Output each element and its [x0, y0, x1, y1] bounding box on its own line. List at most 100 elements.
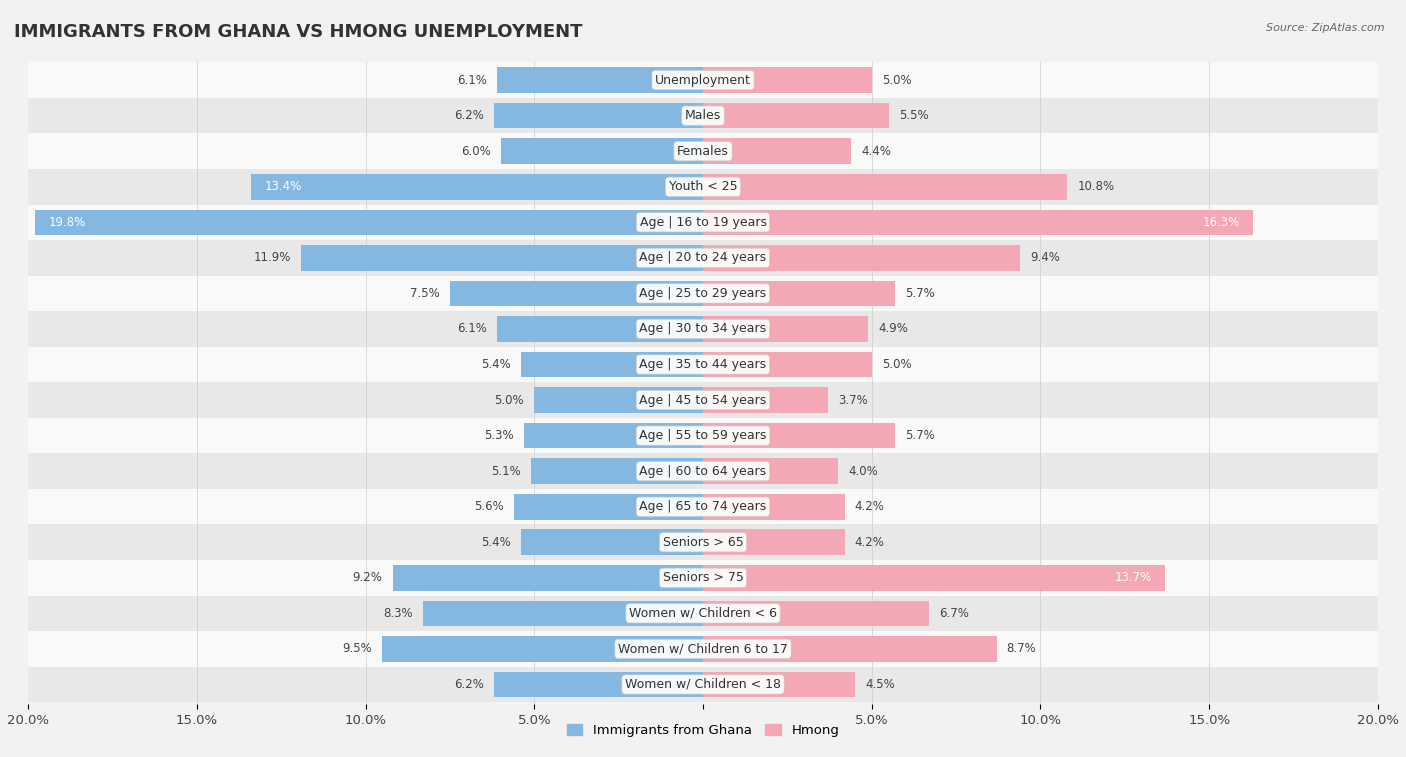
Text: 9.5%: 9.5% [343, 643, 373, 656]
Text: 11.9%: 11.9% [254, 251, 291, 264]
Bar [703, 352, 872, 377]
Text: Seniors > 75: Seniors > 75 [662, 572, 744, 584]
Text: 4.0%: 4.0% [848, 465, 877, 478]
Bar [703, 671, 855, 697]
Bar [494, 103, 703, 129]
Text: 16.3%: 16.3% [1202, 216, 1240, 229]
Text: Women w/ Children < 6: Women w/ Children < 6 [628, 607, 778, 620]
Text: 4.5%: 4.5% [865, 678, 894, 691]
Bar [498, 316, 703, 341]
Text: Age | 20 to 24 years: Age | 20 to 24 years [640, 251, 766, 264]
Bar [28, 240, 1378, 276]
Bar [28, 311, 1378, 347]
Text: 5.0%: 5.0% [882, 73, 911, 86]
Text: 6.1%: 6.1% [457, 73, 486, 86]
Text: Age | 65 to 74 years: Age | 65 to 74 years [640, 500, 766, 513]
Bar [703, 174, 1067, 200]
Bar [703, 245, 1021, 271]
Bar [301, 245, 703, 271]
Bar [534, 388, 703, 413]
Text: 5.5%: 5.5% [898, 109, 928, 122]
Text: 5.1%: 5.1% [491, 465, 520, 478]
Bar [703, 210, 1253, 235]
Text: 13.4%: 13.4% [264, 180, 301, 193]
Legend: Immigrants from Ghana, Hmong: Immigrants from Ghana, Hmong [561, 719, 845, 743]
Bar [703, 67, 872, 93]
Text: Age | 60 to 64 years: Age | 60 to 64 years [640, 465, 766, 478]
Bar [703, 600, 929, 626]
Bar [382, 636, 703, 662]
Bar [703, 139, 852, 164]
Text: 4.9%: 4.9% [879, 322, 908, 335]
Bar [703, 388, 828, 413]
Bar [498, 67, 703, 93]
Text: 19.8%: 19.8% [48, 216, 86, 229]
Bar [703, 636, 997, 662]
Bar [28, 560, 1378, 596]
Text: 5.4%: 5.4% [481, 358, 510, 371]
Text: 13.7%: 13.7% [1115, 572, 1152, 584]
Bar [28, 667, 1378, 702]
Text: Seniors > 65: Seniors > 65 [662, 536, 744, 549]
Bar [28, 525, 1378, 560]
Text: 4.2%: 4.2% [855, 500, 884, 513]
Text: 8.7%: 8.7% [1007, 643, 1036, 656]
Text: 5.6%: 5.6% [474, 500, 503, 513]
Bar [28, 453, 1378, 489]
Bar [450, 281, 703, 307]
Bar [515, 494, 703, 519]
Text: 4.4%: 4.4% [862, 145, 891, 157]
Bar [423, 600, 703, 626]
Bar [703, 281, 896, 307]
Text: Age | 30 to 34 years: Age | 30 to 34 years [640, 322, 766, 335]
Text: 7.5%: 7.5% [411, 287, 440, 300]
Bar [28, 204, 1378, 240]
Text: 6.2%: 6.2% [454, 109, 484, 122]
Text: Females: Females [678, 145, 728, 157]
Text: 5.7%: 5.7% [905, 287, 935, 300]
Text: 5.7%: 5.7% [905, 429, 935, 442]
Bar [28, 62, 1378, 98]
Bar [494, 671, 703, 697]
Bar [501, 139, 703, 164]
Bar [28, 631, 1378, 667]
Bar [524, 423, 703, 448]
Bar [392, 565, 703, 590]
Text: 3.7%: 3.7% [838, 394, 868, 407]
Text: 6.1%: 6.1% [457, 322, 486, 335]
Text: 10.8%: 10.8% [1077, 180, 1115, 193]
Text: Age | 45 to 54 years: Age | 45 to 54 years [640, 394, 766, 407]
Bar [28, 382, 1378, 418]
Text: IMMIGRANTS FROM GHANA VS HMONG UNEMPLOYMENT: IMMIGRANTS FROM GHANA VS HMONG UNEMPLOYM… [14, 23, 582, 41]
Text: Source: ZipAtlas.com: Source: ZipAtlas.com [1267, 23, 1385, 33]
Bar [28, 347, 1378, 382]
Bar [531, 458, 703, 484]
Bar [703, 423, 896, 448]
Text: 5.0%: 5.0% [495, 394, 524, 407]
Text: 4.2%: 4.2% [855, 536, 884, 549]
Bar [703, 529, 845, 555]
Text: 5.0%: 5.0% [882, 358, 911, 371]
Bar [28, 418, 1378, 453]
Text: 5.3%: 5.3% [485, 429, 515, 442]
Bar [703, 316, 869, 341]
Text: Youth < 25: Youth < 25 [669, 180, 737, 193]
Text: Age | 35 to 44 years: Age | 35 to 44 years [640, 358, 766, 371]
Text: 6.0%: 6.0% [461, 145, 491, 157]
Bar [703, 565, 1166, 590]
Bar [35, 210, 703, 235]
Text: Age | 16 to 19 years: Age | 16 to 19 years [640, 216, 766, 229]
Text: Age | 55 to 59 years: Age | 55 to 59 years [640, 429, 766, 442]
Bar [28, 276, 1378, 311]
Bar [28, 98, 1378, 133]
Bar [28, 133, 1378, 169]
Bar [703, 458, 838, 484]
Bar [703, 103, 889, 129]
Bar [250, 174, 703, 200]
Text: Age | 25 to 29 years: Age | 25 to 29 years [640, 287, 766, 300]
Bar [28, 596, 1378, 631]
Bar [520, 352, 703, 377]
Text: Unemployment: Unemployment [655, 73, 751, 86]
Bar [703, 494, 845, 519]
Text: Males: Males [685, 109, 721, 122]
